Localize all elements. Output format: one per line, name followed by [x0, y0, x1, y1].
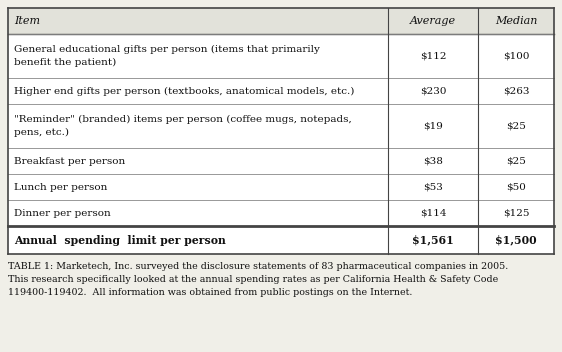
- Text: 119400-119402.  All information was obtained from public postings on the Interne: 119400-119402. All information was obtai…: [8, 288, 413, 297]
- Text: $263: $263: [503, 87, 529, 95]
- Text: $53: $53: [423, 182, 443, 191]
- Text: "Reminder" (branded) items per person (coffee mugs, notepads,
pens, etc.): "Reminder" (branded) items per person (c…: [14, 115, 352, 137]
- Text: $38: $38: [423, 157, 443, 165]
- Text: $1,500: $1,500: [495, 234, 537, 245]
- Text: $25: $25: [506, 157, 526, 165]
- Text: General educational gifts per person (items that primarily
benefit the patient): General educational gifts per person (it…: [14, 45, 320, 67]
- Text: $112: $112: [420, 51, 446, 61]
- Text: $1,561: $1,561: [412, 234, 454, 245]
- Text: $19: $19: [423, 121, 443, 131]
- Text: $25: $25: [506, 121, 526, 131]
- Text: $50: $50: [506, 182, 526, 191]
- Text: This research specifically looked at the annual spending rates as per California: This research specifically looked at the…: [8, 275, 498, 284]
- Text: $230: $230: [420, 87, 446, 95]
- Bar: [8, 8, 554, 34]
- Text: Median: Median: [495, 16, 537, 26]
- Text: Breakfast per person: Breakfast per person: [14, 157, 125, 165]
- Text: Higher end gifts per person (textbooks, anatomical models, etc.): Higher end gifts per person (textbooks, …: [14, 87, 355, 95]
- Text: $100: $100: [503, 51, 529, 61]
- Text: Annual  spending  limit per person: Annual spending limit per person: [14, 234, 226, 245]
- Text: Lunch per person: Lunch per person: [14, 182, 107, 191]
- Text: TABLE 1: Marketech, Inc. surveyed the disclosure statements of 83 pharmaceutical: TABLE 1: Marketech, Inc. surveyed the di…: [8, 262, 508, 271]
- Text: $114: $114: [420, 208, 446, 218]
- Text: Average: Average: [410, 16, 456, 26]
- Bar: [8, 8, 554, 254]
- Text: $125: $125: [503, 208, 529, 218]
- Text: Dinner per person: Dinner per person: [14, 208, 111, 218]
- Text: Item: Item: [14, 16, 40, 26]
